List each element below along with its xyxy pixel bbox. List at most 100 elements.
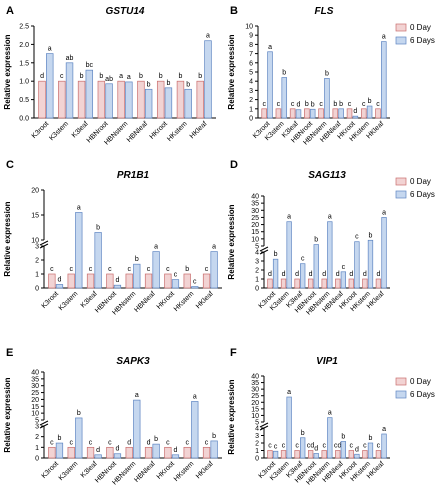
bar-day0 [67, 273, 75, 289]
significance-letter: a [382, 34, 386, 41]
y-tick-label: 5 [255, 420, 259, 427]
significance-letter: d [116, 277, 120, 284]
significance-letter: d [282, 271, 286, 278]
y-tick-label: 4 [255, 426, 259, 433]
legend-swatch [395, 23, 407, 32]
bar-day0 [106, 446, 114, 459]
bar-day6 [94, 454, 102, 459]
bar-day6 [75, 417, 83, 459]
panel-title: GSTU14 [106, 6, 145, 17]
y-tick-label: 2 [255, 268, 259, 275]
y-tick-label: 6 [249, 60, 253, 67]
significance-letter: c [69, 439, 73, 446]
significance-letter: c [205, 439, 209, 446]
y-tick-label: 20 [31, 397, 39, 404]
significance-letter: a [268, 44, 272, 51]
significance-letter: c [342, 264, 346, 271]
bar-day6 [152, 251, 160, 289]
x-tick-label: HKleaf [195, 290, 215, 310]
bar-day6 [300, 437, 306, 459]
bar-day0 [137, 80, 145, 119]
axis-break-mark [259, 246, 269, 252]
bar-day6 [210, 251, 218, 289]
bar-day6 [75, 212, 83, 289]
bar-day6 [133, 399, 141, 459]
bar-day0 [348, 450, 354, 459]
significance-letter: b [341, 434, 345, 441]
significance-letter: b [99, 73, 103, 80]
significance-letter: b [185, 266, 189, 273]
y-tick-label: 2.5 [19, 24, 29, 31]
bar-day0 [144, 446, 153, 459]
significance-letter: c [166, 439, 170, 446]
significance-letter: c [268, 443, 272, 450]
axis-break-mark [39, 423, 49, 429]
significance-letter: c [89, 266, 93, 273]
bar-day0 [375, 108, 381, 119]
bar-day0 [321, 450, 327, 459]
significance-letter: b [301, 430, 305, 437]
significance-letter: d [127, 439, 131, 446]
legend: 0 Day 6 Days [395, 377, 435, 399]
y-tick-label: 8 [249, 42, 253, 49]
significance-letter: c [60, 73, 64, 80]
significance-letter: c [322, 443, 326, 450]
y-tick-label: 25 [251, 393, 259, 400]
y-tick-label: 1.0 [19, 79, 29, 86]
bar-day0 [267, 278, 273, 289]
panel-letter: B [230, 5, 238, 17]
bar-day0 [196, 80, 204, 119]
y-tick-label: 3 [249, 88, 253, 95]
significance-letter: b [314, 237, 318, 244]
bar-day0 [117, 80, 125, 119]
x-tick-label: HBNleaf [126, 120, 149, 143]
significance-letter: bc [86, 62, 94, 69]
bar-day6 [286, 221, 292, 289]
significance-letter: d [96, 447, 100, 454]
bar-day0 [280, 278, 287, 289]
y-tick-label: 35 [251, 201, 259, 208]
significance-letter: b [80, 73, 84, 80]
y-tick-label: 10 [251, 413, 259, 420]
significance-letter: b [135, 256, 139, 263]
y-tick-label: 2 [255, 441, 259, 448]
x-tick-label: K3stem [48, 120, 70, 142]
significance-letter: b [274, 251, 278, 258]
x-tick-label: HKleaf [189, 120, 209, 140]
bar-day6 [267, 51, 273, 119]
significance-letter: c [282, 443, 286, 450]
bar-day6 [85, 69, 94, 119]
bar-day0 [348, 278, 354, 289]
y-tick-label: 1 [35, 272, 39, 279]
axis-break-mark [39, 240, 49, 246]
bar-day0 [97, 80, 106, 119]
legend-swatch [395, 36, 407, 45]
panel-title: SAG113 [308, 170, 346, 181]
bar-day6 [381, 41, 387, 119]
significance-letter: b [369, 435, 373, 442]
bar-day6 [184, 88, 192, 119]
legend-label: 0 Day [410, 377, 431, 386]
y-tick-label: 15 [31, 213, 39, 220]
y-axis-label: Relative expression [3, 34, 12, 109]
panel-a: A GSTU14 0.0 0.5 1.0 1.5 2.0 2.5 Relative expres… [3, 5, 216, 147]
y-tick-label: 40 [31, 370, 39, 377]
significance-letter: c [50, 266, 54, 273]
significance-letter: c [147, 266, 151, 273]
legend-swatch [395, 390, 407, 399]
panel-title: VIP1 [316, 356, 338, 367]
x-tick-label: HBNleaf [133, 290, 156, 313]
significance-letter: c [108, 439, 112, 446]
bar-day0 [164, 273, 172, 289]
significance-letter: d [309, 271, 313, 278]
y-tick-label: 2 [35, 258, 39, 265]
significance-letter: c [89, 439, 93, 446]
significance-letter: d [116, 446, 120, 453]
y-tick-label: 3 [255, 433, 259, 440]
axis-break-mark [259, 249, 269, 255]
y-tick-label: 0.5 [19, 97, 29, 104]
legend-swatch [395, 177, 407, 186]
panel-letter: A [6, 5, 14, 17]
x-tick-label: K3stem [58, 290, 80, 312]
